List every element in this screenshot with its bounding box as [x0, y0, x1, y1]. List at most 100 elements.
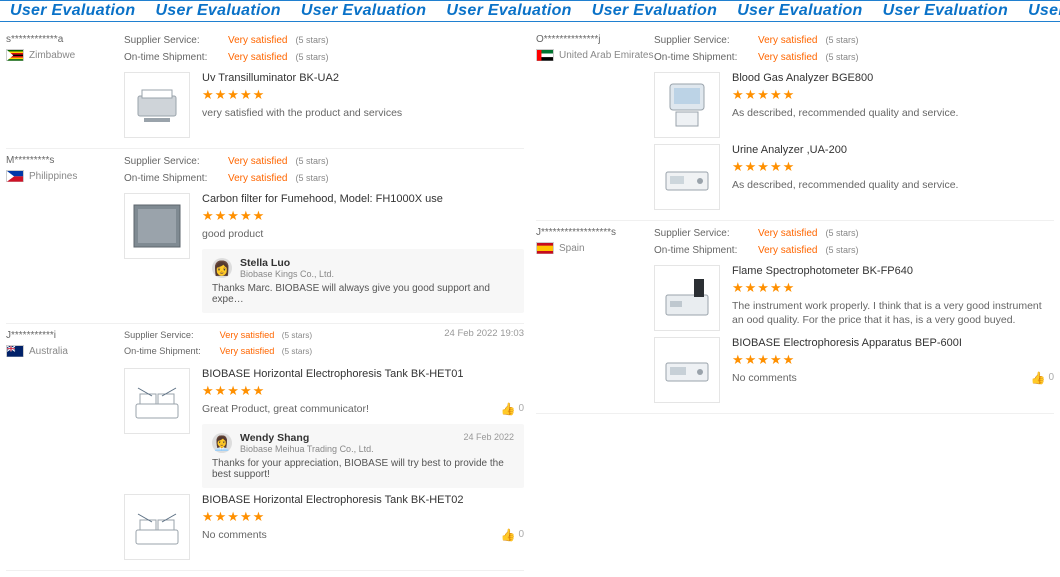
rating-stars-note: (5 stars) — [825, 49, 858, 65]
reply-text: Thanks Marc. BIOBASE will always give yo… — [212, 283, 514, 305]
product-review: Urine Analyzer ,UA-200 ★★★★★ As describe… — [654, 144, 1054, 210]
flag-icon — [6, 345, 24, 357]
ratings: Supplier Service: Very satisfied (5 star… — [124, 32, 524, 66]
product-thumb[interactable] — [124, 494, 190, 560]
rating-label: On-time Shipment: — [124, 50, 220, 66]
rating-label: On-time Shipment: — [654, 50, 750, 66]
review-block: M*********s Philippines Supplier Service… — [6, 149, 524, 324]
rating-stars-note: (5 stars) — [825, 32, 858, 48]
star-rating: ★★★★★ — [732, 280, 1054, 296]
banner-label: User Evaluation — [873, 1, 1018, 21]
like-button[interactable]: 👍0 — [500, 402, 524, 416]
reply-company: Biobase Kings Co., Ltd. — [240, 269, 334, 279]
user-handle: J******************s — [536, 227, 654, 238]
user-col: J***********i Australia — [6, 328, 124, 560]
rating-label: Supplier Service: — [124, 329, 212, 344]
reply-text: Thanks for your appreciation, BIOBASE wi… — [212, 458, 514, 480]
product-title[interactable]: BIOBASE Horizontal Electrophoresis Tank … — [202, 494, 524, 506]
product-review: Blood Gas Analyzer BGE800 ★★★★★ As descr… — [654, 72, 1054, 138]
product-review: BIOBASE Horizontal Electrophoresis Tank … — [124, 368, 524, 488]
product-title[interactable]: Carbon filter for Fumehood, Model: FH100… — [202, 193, 524, 205]
rating-value: Very satisfied — [758, 33, 817, 49]
product-review: Uv Transilluminator BK-UA2 ★★★★★ very sa… — [124, 72, 524, 138]
country-name: Spain — [559, 243, 585, 254]
user-country: Zimbabwe — [6, 49, 124, 61]
review-block: J******************s Spain Supplier Serv… — [536, 221, 1054, 414]
user-country: Australia — [6, 345, 124, 357]
thumbs-up-icon: 👍 — [1030, 371, 1045, 385]
star-rating: ★★★★★ — [202, 208, 524, 224]
rating-stars-note: (5 stars) — [295, 153, 328, 169]
rating-stars-note: (5 stars) — [295, 32, 328, 48]
product-thumb[interactable] — [654, 337, 720, 403]
rating-label: On-time Shipment: — [124, 345, 212, 360]
product-review: Carbon filter for Fumehood, Model: FH100… — [124, 193, 524, 313]
flag-icon — [536, 49, 554, 61]
product-thumb[interactable] — [124, 368, 190, 434]
product-review: BIOBASE Horizontal Electrophoresis Tank … — [124, 494, 524, 560]
product-thumb[interactable] — [654, 265, 720, 331]
product-thumb[interactable] — [654, 144, 720, 210]
product-title[interactable]: BIOBASE Horizontal Electrophoresis Tank … — [202, 368, 524, 380]
review-comment: No comments 👍0 — [732, 371, 1054, 385]
rating-label: Supplier Service: — [124, 154, 220, 170]
review-comment: very satisfied with the product and serv… — [202, 106, 524, 120]
banner-label: User Evaluation — [582, 1, 727, 21]
reply-date: 24 Feb 2022 — [463, 432, 514, 442]
product-title[interactable]: Flame Spectrophotometer BK-FP640 — [732, 265, 1054, 277]
avatar: 👩 — [212, 258, 232, 278]
ratings: Supplier Service: Very satisfied (5 star… — [124, 153, 524, 187]
flag-icon — [6, 170, 24, 182]
like-count: 0 — [518, 528, 524, 542]
product-thumb[interactable] — [124, 193, 190, 259]
like-button[interactable]: 👍0 — [500, 528, 524, 542]
rating-stars-note: (5 stars) — [282, 344, 312, 359]
rating-label: Supplier Service: — [654, 226, 750, 242]
country-name: Philippines — [29, 171, 77, 182]
like-count: 0 — [1048, 371, 1054, 385]
rating-stars-note: (5 stars) — [295, 170, 328, 186]
user-handle: M*********s — [6, 155, 124, 166]
reply-author: Stella Luo — [240, 257, 334, 269]
reviews-column-right: O**************j United Arab Emirates Su… — [530, 22, 1060, 577]
product-thumb[interactable] — [654, 72, 720, 138]
star-rating: ★★★★★ — [732, 159, 1054, 175]
thumbs-up-icon: 👍 — [500, 402, 515, 416]
star-rating: ★★★★★ — [202, 383, 524, 399]
reply-company: Biobase Meihua Trading Co., Ltd. — [240, 444, 374, 454]
product-title[interactable]: BIOBASE Electrophoresis Apparatus BEP-60… — [732, 337, 1054, 349]
like-button[interactable]: 👍0 — [1030, 371, 1054, 385]
rating-stars-note: (5 stars) — [825, 242, 858, 258]
product-title[interactable]: Uv Transilluminator BK-UA2 — [202, 72, 524, 84]
reply-author: Wendy Shang — [240, 432, 374, 444]
user-country: United Arab Emirates — [536, 49, 654, 61]
review-comment: As described, recommended quality and se… — [732, 178, 1054, 192]
product-title[interactable]: Urine Analyzer ,UA-200 — [732, 144, 1054, 156]
ratings: Supplier Service: Very satisfied (5 star… — [654, 32, 1054, 66]
star-rating: ★★★★★ — [202, 87, 524, 103]
review-block: J***********i Australia 24 Feb 2022 19:0… — [6, 324, 524, 571]
country-name: Australia — [29, 346, 68, 357]
rating-label: Supplier Service: — [124, 33, 220, 49]
rating-stars-note: (5 stars) — [282, 328, 312, 343]
user-handle: O**************j — [536, 34, 654, 45]
review-comment: The instrument work properly. I think th… — [732, 299, 1054, 327]
rating-value: Very satisfied — [228, 154, 287, 170]
rating-label: On-time Shipment: — [654, 243, 750, 259]
product-thumb[interactable] — [124, 72, 190, 138]
banner: User Evaluation User Evaluation User Evalu… — [0, 0, 1060, 22]
ratings: Supplier Service: Very satisfied (5 star… — [124, 328, 492, 359]
user-country: Philippines — [6, 170, 124, 182]
rating-stars-note: (5 stars) — [825, 225, 858, 241]
banner-label: User Evaluation — [145, 1, 290, 21]
rating-value: Very satisfied — [220, 329, 275, 344]
rating-label: On-time Shipment: — [124, 171, 220, 187]
flag-icon — [6, 49, 24, 61]
user-col: M*********s Philippines — [6, 153, 124, 313]
user-col: J******************s Spain — [536, 225, 654, 403]
seller-reply: 24 Feb 2022 👩‍💼 Wendy Shang Biobase Meih… — [202, 424, 524, 488]
rating-value: Very satisfied — [758, 50, 817, 66]
product-title[interactable]: Blood Gas Analyzer BGE800 — [732, 72, 1054, 84]
rating-value: Very satisfied — [228, 50, 287, 66]
rating-value: Very satisfied — [758, 243, 817, 259]
